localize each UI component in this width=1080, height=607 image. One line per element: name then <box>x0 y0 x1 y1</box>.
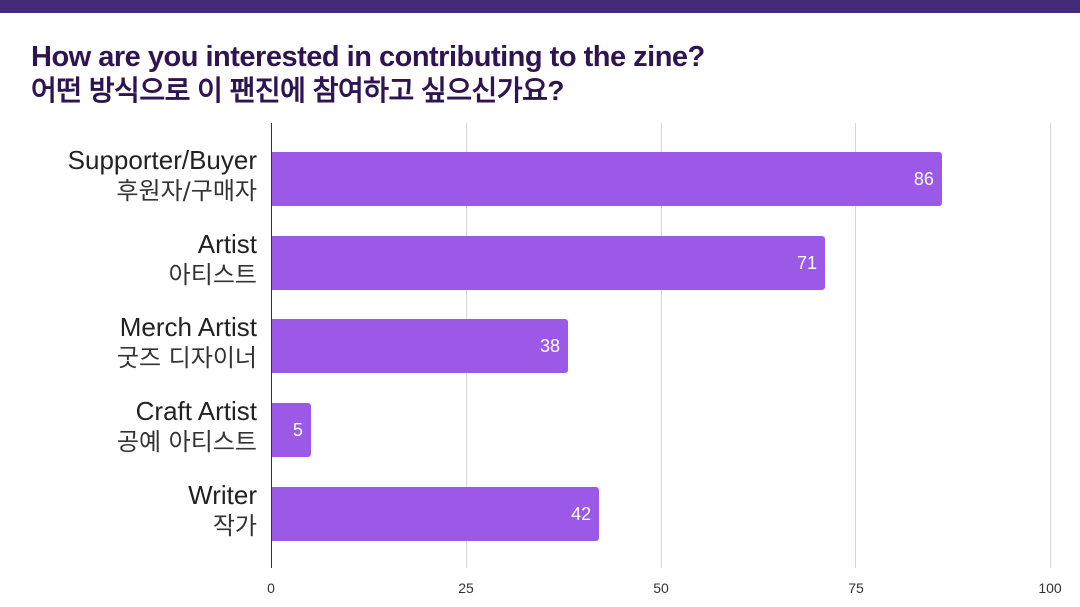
x-tick-0: 0 <box>267 580 275 596</box>
x-tick-100: 100 <box>1038 580 1062 596</box>
category-label-ko: 굿즈 디자이너 <box>116 344 257 372</box>
category-label-supporter-buyer: Supporter/Buyer 후원자/구매자 <box>68 145 257 207</box>
plot-area: 86 71 38 5 42 <box>271 123 1051 568</box>
category-label-en: Writer <box>188 480 257 510</box>
category-label-ko: 작가 <box>212 512 257 540</box>
bar-writer[interactable]: 42 <box>272 487 600 541</box>
category-label-merch-artist: Merch Artist 굿즈 디자이너 <box>117 312 257 374</box>
category-label-en: Merch Artist <box>119 312 257 342</box>
bar-value-label: 71 <box>797 252 818 273</box>
chart-title: How are you interested in contributing t… <box>31 40 705 108</box>
bar-artist[interactable]: 71 <box>272 236 826 290</box>
bar-value-label: 86 <box>913 168 934 189</box>
bar-craft-artist[interactable]: 5 <box>272 403 311 457</box>
x-tick-25: 25 <box>458 580 474 596</box>
bar-merch-artist[interactable]: 38 <box>272 319 569 373</box>
category-label-ko: 아티스트 <box>168 261 257 289</box>
bar-supporter-buyer[interactable]: 86 <box>272 152 942 206</box>
category-label-en: Supporter/Buyer <box>67 145 257 175</box>
category-label-ko: 후원자/구매자 <box>116 177 257 205</box>
top-accent-bar <box>0 0 1080 13</box>
bar-value-label: 42 <box>571 503 592 524</box>
category-label-ko: 공예 아티스트 <box>116 428 257 456</box>
category-label-craft-artist: Craft Artist 공예 아티스트 <box>117 396 257 458</box>
category-label-en: Artist <box>197 229 257 259</box>
bar-value-label: 38 <box>539 335 561 356</box>
bar-value-label: 5 <box>292 419 303 440</box>
x-tick-50: 50 <box>653 580 669 596</box>
category-label-artist: Artist 아티스트 <box>169 229 257 291</box>
category-label-en: Craft Artist <box>135 396 257 426</box>
y-axis-line <box>271 123 272 568</box>
gridline-100 <box>1050 123 1051 568</box>
gridline-50 <box>661 123 662 568</box>
chart-title-korean: 어떤 방식으로 이 팬진에 참여하고 싶으신가요? <box>31 75 564 106</box>
chart-title-english: How are you interested in contributing t… <box>31 41 705 73</box>
category-label-writer: Writer 작가 <box>188 480 257 542</box>
gridline-75 <box>855 123 856 568</box>
x-tick-75: 75 <box>848 580 864 596</box>
